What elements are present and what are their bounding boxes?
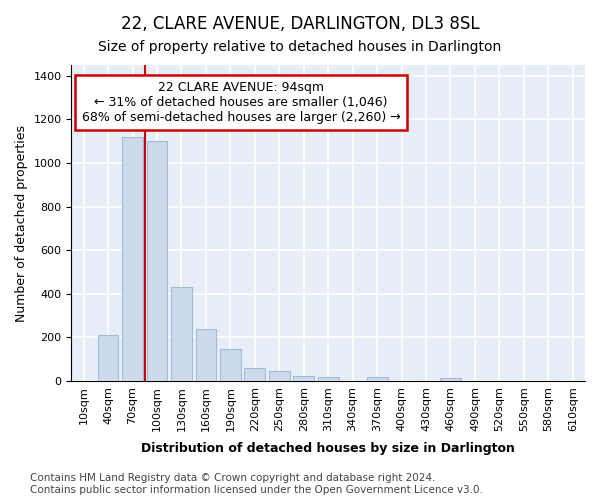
Bar (367, 377, 388, 381)
Bar (220, 350, 241, 381)
Text: 22 CLARE AVENUE: 94sqm
← 31% of detached houses are smaller (1,046)
68% of semi-: 22 CLARE AVENUE: 94sqm ← 31% of detached… (82, 81, 400, 124)
Bar (146, 142, 167, 381)
Bar (269, 371, 290, 381)
Bar (244, 368, 265, 381)
Y-axis label: Number of detached properties: Number of detached properties (15, 124, 28, 322)
Bar (98, 336, 118, 381)
Text: 22, CLARE AVENUE, DARLINGTON, DL3 8SL: 22, CLARE AVENUE, DARLINGTON, DL3 8SL (121, 15, 479, 33)
Text: Contains HM Land Registry data © Crown copyright and database right 2024.
Contai: Contains HM Land Registry data © Crown c… (30, 474, 483, 495)
Bar (440, 378, 461, 381)
Bar (171, 288, 192, 381)
Bar (196, 328, 217, 381)
Bar (293, 376, 314, 381)
Text: Size of property relative to detached houses in Darlington: Size of property relative to detached ho… (98, 40, 502, 54)
Bar (318, 377, 338, 381)
X-axis label: Distribution of detached houses by size in Darlington: Distribution of detached houses by size … (141, 442, 515, 455)
Bar (122, 137, 143, 381)
